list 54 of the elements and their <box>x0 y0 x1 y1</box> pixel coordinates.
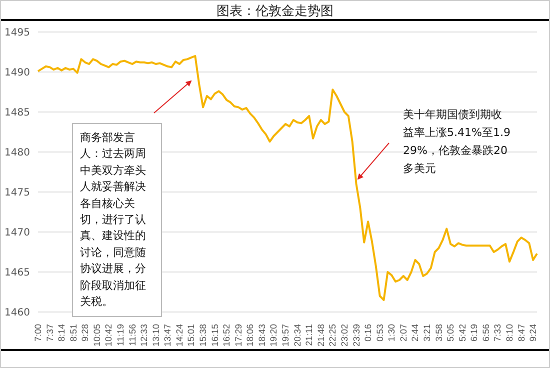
x-tick-label: 21:48 <box>316 324 326 347</box>
x-tick-label: 0:53 <box>374 324 385 342</box>
x-tick-label: 8:14 <box>56 324 67 342</box>
x-tick-label: 11:56 <box>127 324 138 346</box>
x-tick-label: 17:29 <box>233 324 244 347</box>
x-tick-label: 6:19 <box>469 324 480 342</box>
x-tick-label: 6:56 <box>480 324 491 342</box>
y-tick-label: 1485 <box>4 108 30 119</box>
x-tick-label: 13:47 <box>162 324 173 347</box>
x-tick-label: 19:20 <box>268 324 279 347</box>
x-tick-label: 5:05 <box>446 324 456 342</box>
y-tick-label: 1470 <box>4 228 30 239</box>
x-tick-label: 7:37 <box>44 324 55 342</box>
x-tick-label: 7:00 <box>33 324 43 342</box>
annotation: 美十年期国债到期收益率上涨5.41%至1.929%，伦敦金暴跌20多美元 <box>403 107 511 177</box>
x-tick-label: 1:30 <box>386 324 397 342</box>
x-tick-label: 8:10 <box>504 324 514 342</box>
x-tick-label: 20:34 <box>292 324 302 347</box>
x-tick-label: 3:58 <box>434 324 444 342</box>
x-tick-label: 16:15 <box>210 324 220 347</box>
x-tick-label: 14:24 <box>174 324 184 347</box>
x-tick-label: 18:43 <box>256 324 267 347</box>
x-tick-label: 19:57 <box>280 324 291 347</box>
x-tick-label: 8:47 <box>516 324 526 342</box>
x-tick-label: 18:06 <box>245 324 256 347</box>
y-tick-label: 1480 <box>4 148 30 159</box>
x-tick-label: 23:39 <box>351 324 362 347</box>
x-tick-label: 8:51 <box>68 324 78 342</box>
x-tick-label: 22:25 <box>328 324 338 347</box>
x-tick-label: 15:01 <box>186 324 196 347</box>
chart-title: 图表：伦敦金走势图 <box>216 3 334 20</box>
x-tick-label: 9:28 <box>80 324 90 342</box>
x-tick-label: 0:16 <box>363 324 374 342</box>
y-tick-label: 1475 <box>4 188 30 199</box>
x-tick-label: 5:42 <box>457 324 468 342</box>
x-tick-label: 7:33 <box>492 324 503 342</box>
x-tick-label: 12:33 <box>139 324 150 347</box>
x-tick-label: 2:07 <box>398 324 408 342</box>
y-tick-label: 1495 <box>4 28 30 39</box>
x-tick-label: 11:19 <box>116 324 126 346</box>
x-tick-label: 16:52 <box>222 324 232 347</box>
x-tick-label: 13:10 <box>150 324 161 347</box>
x-tick-label: 23:02 <box>339 324 350 347</box>
text: 商务部发言人：过去两周中美双方牵头人就妥善解决各自核心关切，进行了认真、建设性的讨论，同意随协议进展，分阶段取消加征关税。 <box>80 131 146 308</box>
y-tick-label: 1490 <box>4 68 30 79</box>
y-tick-label: 1460 <box>4 308 30 319</box>
x-tick-label: 3:21 <box>422 324 432 342</box>
y-tick-label: 1465 <box>4 268 30 279</box>
x-tick-label: 15:38 <box>198 324 208 347</box>
x-tick-label: 10:05 <box>92 324 102 347</box>
x-tick-label: 10:42 <box>104 324 114 347</box>
x-tick-label: 21:11 <box>304 324 314 346</box>
x-tick-label: 2:44 <box>410 324 420 342</box>
x-tick-label: 9:24 <box>528 324 538 342</box>
